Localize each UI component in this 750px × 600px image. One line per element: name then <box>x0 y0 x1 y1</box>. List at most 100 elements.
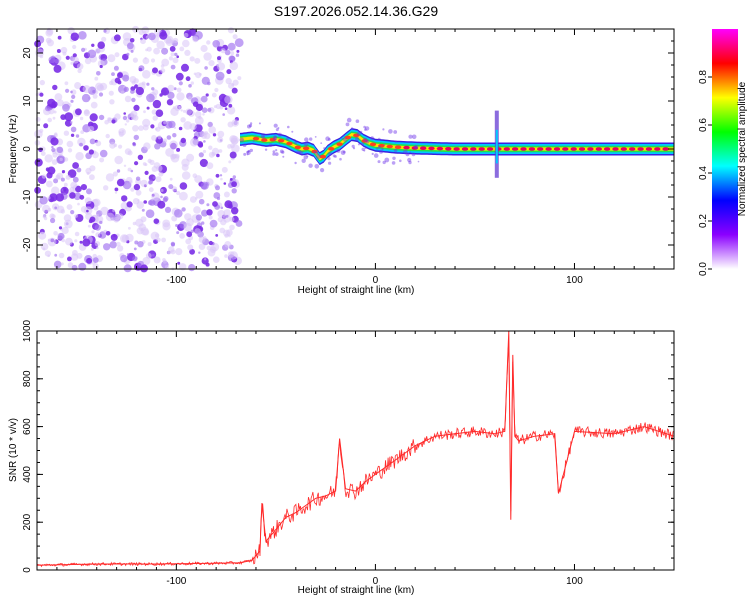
ridge-peak <box>587 147 594 151</box>
colorbar-tick-label: 0.0 <box>698 262 709 276</box>
noise-speckle <box>135 176 141 181</box>
noise-speckle <box>148 180 153 185</box>
noise-speckle <box>54 253 58 257</box>
noise-speckle <box>60 209 66 214</box>
noise-speckle <box>117 213 124 220</box>
noise-region <box>34 25 244 273</box>
noise-speckle <box>122 180 132 190</box>
noise-speckle <box>212 201 218 207</box>
noise-speckle <box>70 133 75 137</box>
noise-speckle <box>55 174 61 180</box>
ridge-speckle <box>315 152 319 156</box>
ridge-speckle <box>239 137 245 143</box>
ridge-speckle <box>411 134 417 140</box>
noise-speckle <box>160 68 166 74</box>
noise-speckle <box>105 133 110 139</box>
snr-frame <box>36 330 675 571</box>
noise-speckle <box>183 121 192 130</box>
noise-speckle <box>188 264 196 272</box>
noise-speckle <box>201 257 209 265</box>
noise-speckle <box>223 209 231 217</box>
noise-speckle <box>208 215 213 220</box>
ridge-speckle <box>364 128 367 131</box>
ridge-peak <box>537 147 544 151</box>
noise-speckle <box>39 92 44 97</box>
noise-speckle <box>60 262 64 266</box>
noise-speckle <box>219 105 224 110</box>
noise-speckle <box>70 120 74 124</box>
ridge-peak <box>361 139 368 143</box>
noise-speckle <box>228 160 232 164</box>
ridge-peak <box>553 147 561 151</box>
noise-speckle <box>70 90 73 94</box>
ridge-speckle <box>376 147 379 150</box>
ridge-speckle <box>320 142 323 145</box>
noise-speckle <box>182 109 186 113</box>
ridge-speckle <box>392 156 396 160</box>
noise-speckle <box>132 57 138 63</box>
noise-speckle <box>124 123 128 126</box>
noise-speckle <box>47 196 51 200</box>
noise-speckle <box>90 247 94 251</box>
noise-speckle <box>51 186 60 195</box>
noise-speckle <box>232 79 239 86</box>
noise-speckle <box>58 252 65 259</box>
ridge-peak <box>344 135 352 140</box>
ridge-speckle <box>301 158 306 163</box>
noise-speckle <box>229 151 237 159</box>
noise-speckle <box>70 61 74 65</box>
noise-speckle <box>222 113 225 116</box>
noise-speckle <box>72 44 77 50</box>
noise-speckle <box>61 170 66 174</box>
ridge-speckle <box>247 149 250 153</box>
noise-speckle <box>170 107 179 117</box>
noise-speckle <box>151 135 157 141</box>
noise-speckle <box>200 181 209 190</box>
noise-speckle <box>181 163 189 171</box>
noise-speckle <box>198 152 204 158</box>
ridge-speckle <box>323 147 326 150</box>
noise-speckle <box>78 31 87 40</box>
ridge-speckle <box>351 144 355 148</box>
ridge-speckle <box>306 155 309 158</box>
noise-speckle <box>72 162 79 169</box>
noise-speckle <box>79 194 85 200</box>
noise-speckle <box>65 174 71 180</box>
noise-speckle <box>170 52 175 57</box>
noise-speckle <box>67 148 73 153</box>
noise-speckle <box>88 125 95 132</box>
noise-speckle <box>198 236 206 243</box>
noise-speckle <box>132 221 137 226</box>
ridge-speckle <box>247 124 251 129</box>
noise-speckle <box>215 71 225 81</box>
ridge-speckle <box>346 117 352 123</box>
noise-speckle <box>40 151 46 157</box>
noise-speckle <box>105 231 111 236</box>
y-tick-label: 600 <box>22 418 33 435</box>
noise-speckle <box>51 145 54 149</box>
noise-speckle <box>168 120 176 129</box>
noise-speckle <box>109 99 115 105</box>
ridge-speckle <box>274 152 279 157</box>
ridge-speckle <box>363 125 366 129</box>
noise-speckle <box>143 31 147 34</box>
noise-speckle <box>126 119 130 123</box>
noise-speckle <box>71 264 78 271</box>
noise-speckle <box>162 138 168 143</box>
noise-speckle <box>51 214 56 219</box>
noise-speckle <box>47 237 57 247</box>
ridge-speckle <box>260 134 266 139</box>
noise-speckle <box>200 44 208 53</box>
noise-speckle <box>166 135 172 140</box>
ridge-speckle <box>391 161 396 165</box>
ridge-speckle <box>275 128 279 132</box>
noise-speckle <box>52 84 58 91</box>
noise-speckle <box>154 127 158 131</box>
ridge-speckle <box>243 152 247 156</box>
noise-speckle <box>130 114 137 120</box>
ridge-peak <box>603 147 611 151</box>
noise-speckle <box>70 32 80 41</box>
ridge-speckle <box>295 150 300 154</box>
noise-speckle <box>198 142 204 148</box>
